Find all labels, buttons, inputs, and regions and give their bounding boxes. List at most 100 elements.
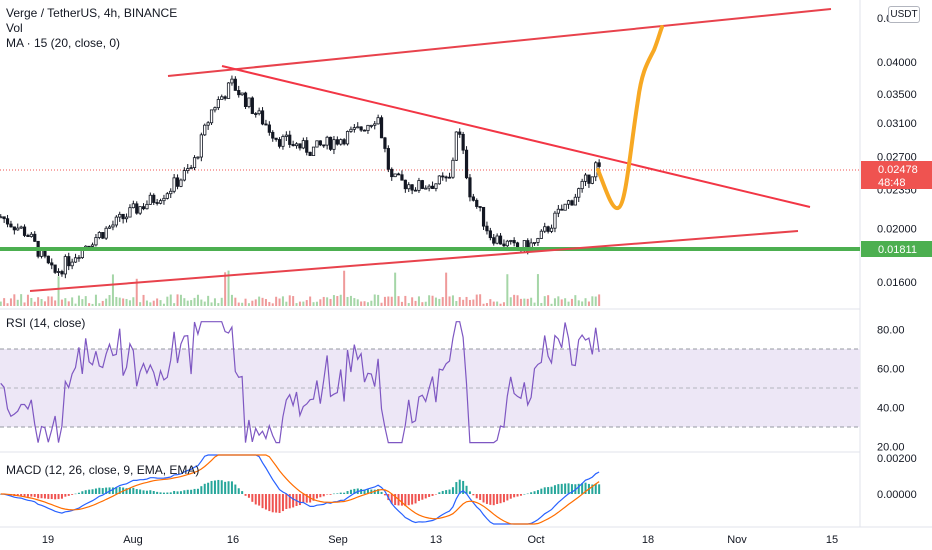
macd-histogram-bar — [251, 494, 254, 502]
candle-body — [257, 110, 261, 115]
candle-body — [148, 194, 152, 205]
candle-body — [206, 122, 210, 126]
candle-body — [376, 117, 380, 125]
macd-histogram-bar — [332, 493, 335, 495]
candle-body — [308, 151, 312, 156]
volume-bar — [455, 301, 458, 306]
macd-histogram-bar — [482, 494, 485, 503]
macd-histogram-bar — [530, 492, 533, 494]
volume-bar — [414, 300, 417, 306]
macd-histogram-bar — [54, 494, 57, 500]
candle-body — [393, 173, 397, 178]
candle-body — [77, 257, 81, 260]
macd-axis[interactable]: 0.00200 0.00000 — [877, 453, 917, 501]
volume-bar — [492, 301, 495, 306]
volume-bar — [37, 297, 40, 306]
volume-bar — [309, 296, 312, 306]
macd-histogram-bar — [567, 483, 570, 494]
candle-body — [67, 256, 71, 267]
macd-histogram-bar — [258, 494, 261, 506]
candle-body — [488, 230, 492, 239]
candle-body — [458, 131, 462, 135]
macd-histogram-bar — [533, 491, 536, 494]
macd-histogram-bar — [64, 494, 67, 497]
volume-bar — [94, 294, 97, 306]
macd-histogram-bar — [152, 491, 155, 494]
candle-body — [560, 208, 564, 211]
volume-bar — [173, 303, 176, 306]
macd-histogram-bar — [60, 494, 63, 499]
currency-unit-button[interactable]: USDT — [888, 6, 920, 23]
volume-bar — [149, 302, 152, 306]
volume-bar — [407, 303, 410, 306]
macd-histogram-bar — [315, 494, 318, 499]
candle-body — [107, 226, 112, 229]
macd-histogram-bar — [523, 493, 526, 495]
projection-path[interactable] — [596, 25, 664, 210]
macd-histogram-bar — [390, 494, 393, 504]
lower-channel-trendline[interactable] — [29, 230, 799, 292]
volume-bar — [584, 298, 587, 306]
upper-channel-trendline[interactable] — [167, 8, 832, 77]
volume-bar — [20, 294, 23, 306]
macd-histogram-bar — [193, 488, 196, 494]
time-axis[interactable]: 19 Aug 16 Sep 13 Oct 18 Nov 15 — [42, 534, 838, 546]
candle-body — [492, 237, 496, 244]
candle-body — [260, 110, 265, 125]
time-tick-label: 19 — [42, 534, 54, 546]
volume-bar — [451, 295, 454, 306]
volume-bar — [475, 294, 478, 306]
macd-tick-label: 0.00000 — [877, 489, 917, 501]
rsi-legend[interactable]: RSI (14, close) — [6, 316, 86, 330]
macd-histogram-bar — [23, 494, 26, 497]
candle-body — [509, 240, 513, 242]
symbol-title[interactable]: Verge / TetherUS, 4h, BINANCE — [6, 6, 178, 20]
time-tick-label: Aug — [123, 534, 143, 546]
support-level-badge: 0.01811 — [861, 241, 932, 257]
candle-body — [311, 146, 316, 156]
macd-histogram-bar — [71, 494, 74, 495]
descending-trendline[interactable] — [221, 65, 811, 208]
macd-histogram-bar — [428, 494, 431, 497]
rsi-tick-label: 40.00 — [877, 403, 905, 415]
macd-legend[interactable]: MACD (12, 26, close, 9, EMA, EMA) — [6, 463, 200, 477]
volume-bar — [285, 301, 288, 306]
macd-histogram-bar — [302, 494, 305, 503]
ma-label[interactable]: MA · 15 (20, close, 0) — [6, 36, 121, 50]
candle-body — [345, 131, 350, 145]
macd-histogram-bar — [125, 488, 128, 494]
macd-histogram-bar — [278, 494, 281, 513]
volume-bar — [118, 297, 121, 306]
volume-bar — [241, 302, 244, 306]
volume-bar — [390, 296, 393, 306]
volume-bar — [115, 296, 118, 306]
macd-histogram-bar — [213, 480, 216, 494]
candle-body — [175, 177, 180, 187]
candle-body — [441, 175, 445, 178]
candle-body — [271, 131, 275, 139]
candle-body — [209, 109, 214, 124]
candle-body — [427, 185, 431, 189]
macd-histogram-bar — [74, 493, 77, 495]
volume-label[interactable]: Vol — [6, 21, 23, 35]
candle-body — [413, 189, 418, 192]
volume-bar — [560, 299, 563, 306]
rsi-axis[interactable]: 80.00 60.00 40.00 20.00 — [877, 325, 905, 454]
rsi-tick-label: 20.00 — [877, 442, 905, 454]
candle-body — [498, 235, 503, 245]
macd-histogram-bar — [560, 483, 563, 494]
candle-body — [60, 271, 64, 275]
macd-histogram-bar — [145, 490, 148, 494]
candle-body — [434, 183, 438, 189]
volume-bar — [271, 303, 274, 306]
volume-bar — [91, 303, 94, 306]
candle-body — [135, 203, 139, 214]
candle-body — [383, 137, 387, 149]
macd-histogram-bar — [230, 481, 233, 494]
macd-histogram-bar — [394, 494, 397, 506]
macd-histogram-bar — [156, 491, 159, 494]
volume-bar — [482, 303, 485, 306]
time-tick-label: 16 — [227, 534, 239, 546]
volume-bar — [564, 298, 567, 306]
